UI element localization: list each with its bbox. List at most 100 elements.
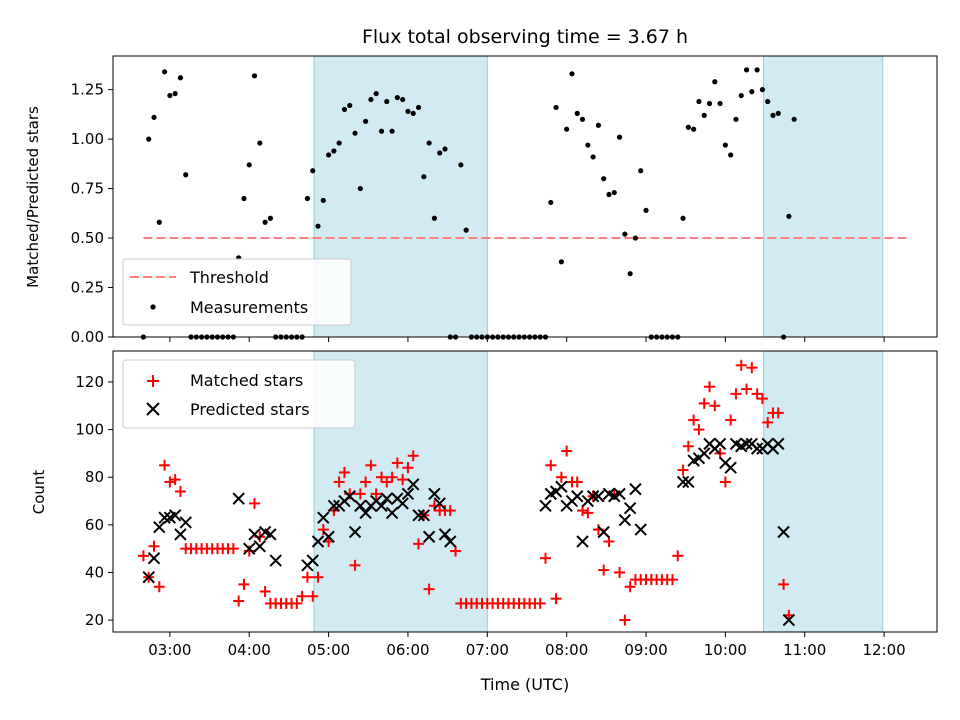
predicted-star-point (153, 521, 166, 534)
x-stroke-b (438, 528, 452, 541)
x-stroke-b (327, 499, 341, 512)
x-stroke-b (343, 490, 356, 503)
predicted-star-point (417, 509, 431, 522)
matched-star-point (677, 464, 689, 476)
measurement-point (685, 124, 691, 130)
measurement-point (146, 136, 152, 142)
matched-star-point (307, 590, 319, 602)
predicted-star-point (158, 511, 171, 524)
matched-star-point (582, 507, 594, 519)
x-stroke-b (258, 525, 272, 539)
x-stroke-b (433, 497, 446, 510)
measurement-point (304, 195, 311, 202)
measurement-point (616, 134, 623, 140)
predicted-star-point (348, 525, 362, 539)
measurement-point (632, 235, 639, 241)
predicted-star-point (740, 437, 753, 451)
x-stroke-b (713, 437, 727, 451)
x-stroke-b (375, 499, 388, 512)
count-plot-frame (112, 350, 938, 633)
predicted-star-point (412, 509, 425, 522)
predicted-star-point (623, 501, 637, 515)
matched-star-point (624, 581, 636, 593)
count-y-axis-label: Count (30, 470, 48, 515)
x-stroke-b (248, 528, 261, 541)
predicted-star-point (327, 499, 341, 512)
matched-star-point (375, 471, 387, 483)
predicted-star-point (613, 487, 626, 501)
measurement-point (622, 231, 628, 237)
x-tick-label: 10:00 (704, 641, 747, 659)
x-stroke-b (380, 492, 393, 505)
measurement-point (368, 96, 374, 103)
matched-star-point (333, 476, 345, 488)
x-stroke-b (359, 506, 372, 520)
predicted-star-point (407, 478, 420, 491)
predicted-star-point (179, 516, 192, 529)
measurement-point (320, 197, 326, 204)
x-stroke-b (586, 490, 600, 503)
matched-star-point (735, 359, 747, 371)
measurement-point (251, 73, 258, 79)
predicted-star-point (750, 442, 764, 455)
observing-window-band (763, 55, 884, 338)
y-tick-label: 40 (85, 563, 104, 581)
measurement-point (786, 213, 792, 219)
matched-star-point (561, 445, 573, 457)
count-data (137, 359, 796, 627)
measurement-point (357, 185, 363, 192)
matched-star-point (159, 459, 171, 471)
matched-star-point (709, 400, 721, 412)
predicted-star-point (311, 535, 325, 548)
observing-window-shading (313, 350, 884, 633)
y-tick-label: 0.00 (71, 328, 104, 346)
x-stroke-b (232, 492, 245, 505)
predicted-star-point (380, 492, 393, 505)
observing-window-band (763, 350, 884, 633)
measurement-point (384, 98, 390, 105)
predicted-star-point (359, 506, 372, 520)
x-stroke-b (682, 475, 695, 489)
measurement-point (717, 100, 723, 107)
predicted-star-point (634, 523, 647, 536)
y-tick-label: 60 (85, 516, 104, 534)
matched-star-point (698, 397, 710, 409)
matched-star-point (666, 574, 678, 586)
measurement-point (706, 100, 713, 107)
observing-window-shading (313, 55, 884, 338)
measurement-point (722, 142, 728, 148)
matched-star-point (534, 597, 546, 609)
x-stroke-b (539, 499, 552, 512)
x-stroke-b (417, 509, 431, 522)
matched-star-point (227, 543, 239, 555)
measurement-point (161, 69, 168, 75)
x-stroke-b (407, 478, 420, 491)
measurement-point (426, 140, 432, 146)
legend-box (122, 359, 356, 429)
matched-star-point (413, 538, 425, 550)
predicted-star-point (401, 487, 415, 501)
matched-star-point (746, 362, 758, 374)
matched-star-point (174, 486, 186, 497)
x-stroke-b (724, 461, 737, 474)
predicted-star-point (269, 554, 282, 567)
matched-star-point (238, 578, 250, 590)
matched-star-point (682, 440, 694, 452)
x-stroke-b (264, 528, 277, 541)
measurement-point (315, 223, 321, 229)
measurement-point (595, 122, 602, 128)
measurement-point (638, 168, 644, 174)
matched-star-point (259, 586, 271, 598)
predicted-star-point (343, 490, 356, 503)
predicted-star-point (253, 540, 267, 553)
x-stroke-b (750, 442, 764, 455)
measurement-point (754, 67, 760, 73)
matched-star-point (312, 571, 324, 583)
x-stroke-b (777, 525, 790, 539)
x-stroke-b (555, 480, 568, 493)
measurement-point (749, 89, 755, 95)
measurement-point (151, 114, 157, 120)
measurement-point (437, 150, 443, 156)
x-tick-label: 08:00 (545, 641, 588, 659)
